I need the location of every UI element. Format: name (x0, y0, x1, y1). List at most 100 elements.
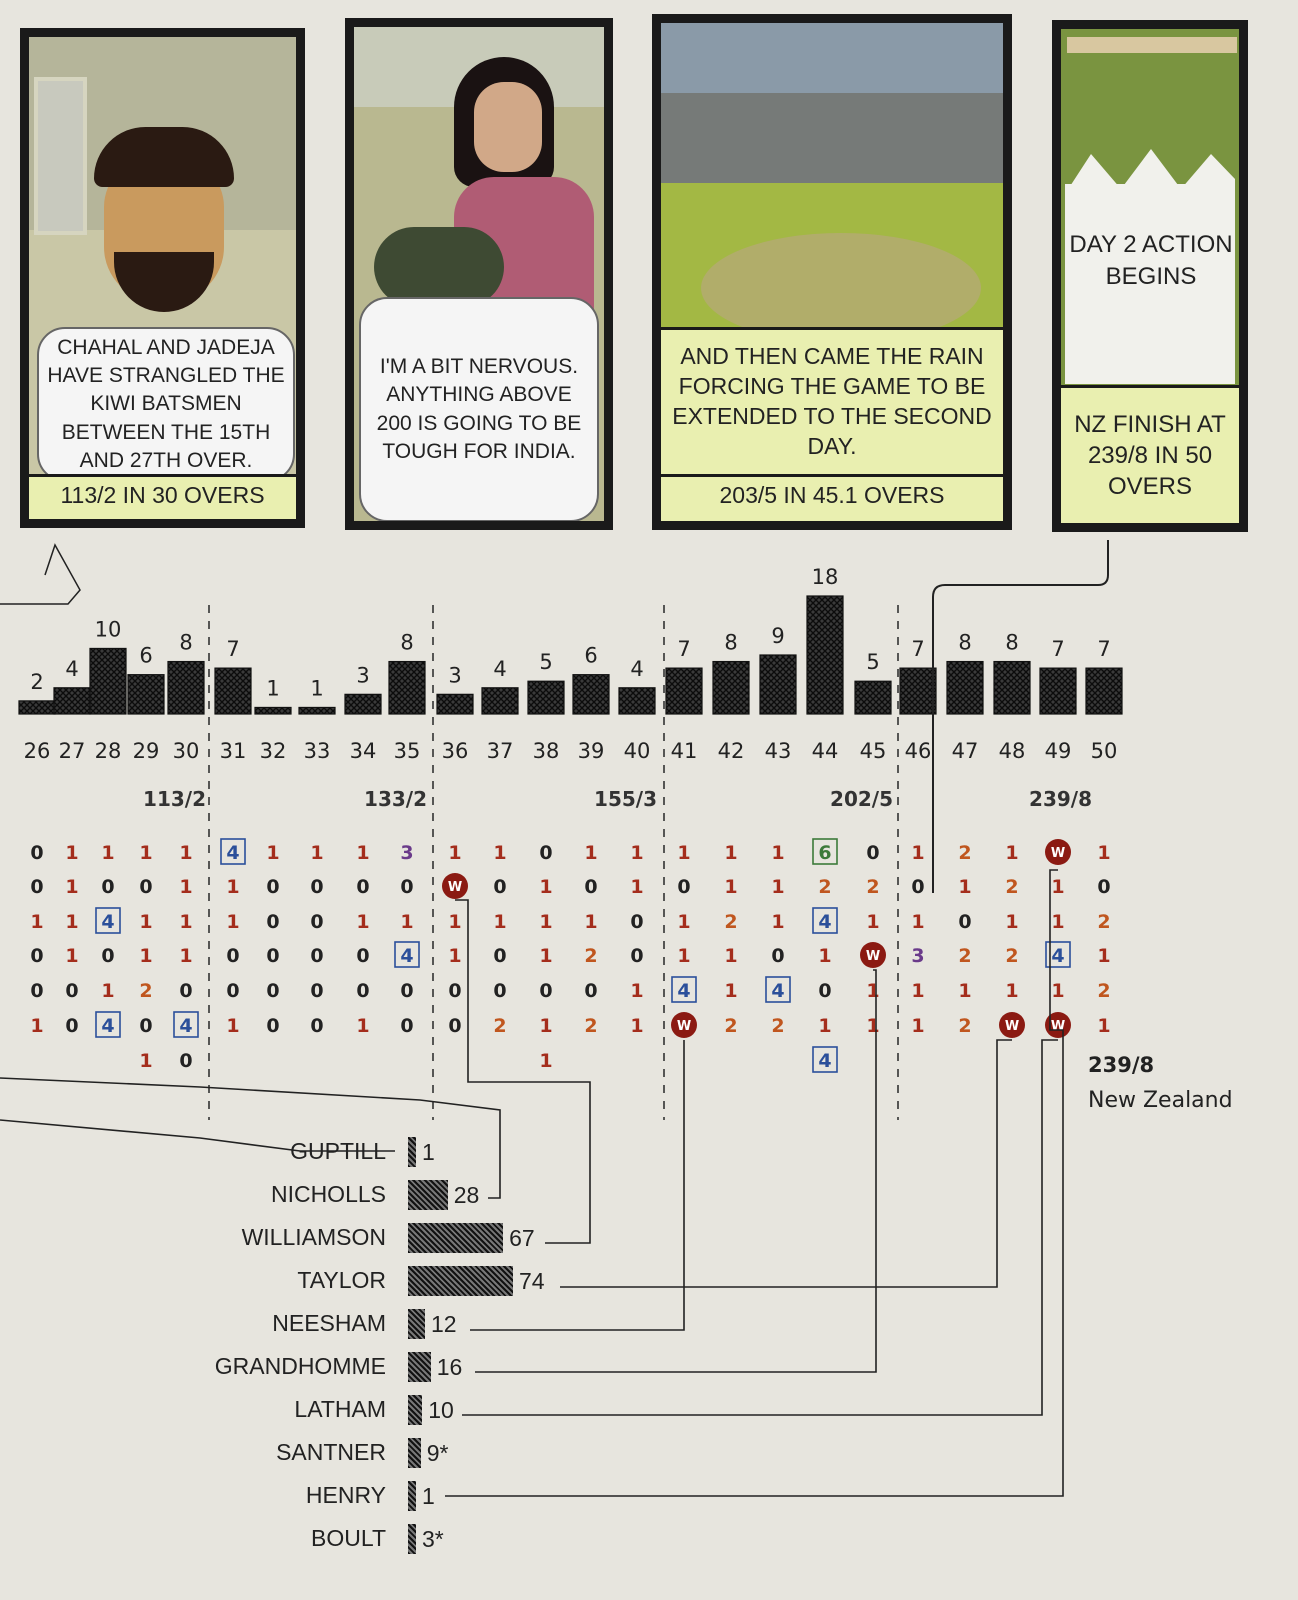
batsman-runs-bar (408, 1395, 423, 1425)
ball-result: 0 (30, 842, 43, 864)
bar-over-30 (167, 660, 205, 715)
bar-over-38 (527, 680, 565, 715)
ball-result: 1 (724, 842, 737, 864)
ball-result: 1 (101, 842, 114, 864)
score-checkpoint: 202/5 (830, 787, 893, 811)
bar-value-label: 2 (30, 670, 43, 694)
ball-result: 1 (958, 980, 971, 1002)
ball-result: 4 (179, 1015, 192, 1037)
ball-result: 1 (771, 876, 784, 898)
ball-result: 1 (356, 1015, 369, 1037)
bar-value-label: 5 (539, 650, 552, 674)
ball-result: 1 (958, 876, 971, 898)
over-tick-label: 28 (95, 739, 122, 763)
ball-result: 1 (539, 945, 552, 967)
ball-result: 2 (493, 1015, 506, 1037)
boundary-box (95, 1011, 121, 1038)
bar-value-label: 8 (724, 631, 737, 655)
ball-result: 1 (866, 1015, 879, 1037)
batsman-runs-bar (408, 1524, 416, 1554)
ball-result: 0 (866, 842, 879, 864)
ball-result: 1 (911, 842, 924, 864)
bar-value-label: 4 (630, 657, 643, 681)
connector-nicholls (0, 1077, 501, 1199)
ball-result: 0 (493, 945, 506, 967)
bar-value-label: 9 (771, 624, 784, 648)
bar-value-label: 4 (493, 657, 506, 681)
comic-panel-1: CHAHAL AND JADEJA HAVE STRANGLED THE KIW… (20, 28, 305, 528)
ball-result: 2 (1097, 911, 1110, 933)
panel-3-narration: AND THEN CAME THE RAIN FORCING THE GAME … (661, 327, 1003, 477)
connector-neesham (470, 1040, 685, 1331)
ball-result: 0 (101, 876, 114, 898)
ball-result: 0 (266, 1015, 279, 1037)
ball-result: 1 (179, 842, 192, 864)
ball-result: 1 (1005, 980, 1018, 1002)
ball-result: 0 (493, 980, 506, 1002)
ball-result: 0 (30, 876, 43, 898)
wicket-label: W (866, 949, 880, 964)
bar-over-49 (1039, 667, 1077, 715)
ball-result: 0 (356, 945, 369, 967)
boundary-box (765, 976, 791, 1003)
over-tick-label: 40 (624, 739, 651, 763)
ball-result: 0 (539, 842, 552, 864)
over-tick-label: 35 (394, 739, 421, 763)
boundary-box (1045, 941, 1071, 968)
panel-2-illustration (354, 27, 604, 521)
bar-value-label: 7 (1051, 637, 1064, 661)
bar-value-label: 1 (266, 676, 279, 700)
wicket-marker (860, 942, 886, 968)
ball-result: 0 (139, 1015, 152, 1037)
ball-result: 1 (677, 842, 690, 864)
comic-panel-4: DAY 2 ACTION BEGINS NZ FINISH AT 239/8 I… (1052, 20, 1248, 532)
over-tick-label: 39 (578, 739, 605, 763)
bar-value-label: 18 (812, 565, 839, 589)
ball-result: 0 (584, 876, 597, 898)
ball-result: 1 (179, 876, 192, 898)
batsman-name: TAYLOR (297, 1267, 386, 1293)
ball-result: 1 (630, 1015, 643, 1037)
boundary-box (812, 907, 838, 934)
comic-panel-2: I'M A BIT NERVOUS. ANYTHING ABOVE 200 IS… (345, 18, 613, 530)
ball-result: 1 (911, 980, 924, 1002)
batsman-name: HENRY (305, 1482, 386, 1508)
wicket-marker (671, 1012, 697, 1038)
over-tick-label: 45 (860, 739, 887, 763)
ball-result: 4 (818, 911, 831, 933)
wicket-marker (999, 1012, 1025, 1038)
panel-1-connector (0, 543, 81, 605)
ball-result: 4 (101, 1015, 114, 1037)
ball-result: 2 (724, 911, 737, 933)
ball-result: 2 (958, 842, 971, 864)
ball-result: 1 (539, 1050, 552, 1072)
ball-result: 1 (1051, 876, 1064, 898)
bar-value-label: 10 (95, 617, 122, 641)
panel-1-caption: 113/2 IN 30 OVERS (29, 474, 296, 519)
ball-result: 4 (400, 945, 413, 967)
ball-result: 1 (139, 1050, 152, 1072)
ball-result: 1 (866, 980, 879, 1002)
ball-result: 0 (630, 911, 643, 933)
bar-over-48 (993, 660, 1031, 715)
ball-result: 2 (584, 1015, 597, 1037)
ball-result: 0 (400, 876, 413, 898)
batsman-runs: 28 (453, 1182, 480, 1208)
ball-result: 0 (356, 876, 369, 898)
wicket-marker (1045, 839, 1071, 865)
batsman-runs-bar (408, 1266, 513, 1296)
batsman-runs: 16 (436, 1354, 463, 1380)
batsman-runs: 3* (422, 1526, 444, 1552)
ball-result: 0 (266, 911, 279, 933)
bar-value-label: 3 (448, 663, 461, 687)
ball-result: 1 (226, 1015, 239, 1037)
over-tick-label: 36 (442, 739, 469, 763)
ball-result: 0 (771, 945, 784, 967)
ball-result: 1 (539, 1015, 552, 1037)
connector-henry (445, 869, 1064, 1497)
bar-over-50 (1085, 667, 1123, 715)
ball-result: 1 (139, 945, 152, 967)
over-tick-label: 32 (260, 739, 287, 763)
batsman-name: WILLIAMSON (241, 1224, 386, 1250)
batsman-runs: 1 (422, 1483, 435, 1509)
